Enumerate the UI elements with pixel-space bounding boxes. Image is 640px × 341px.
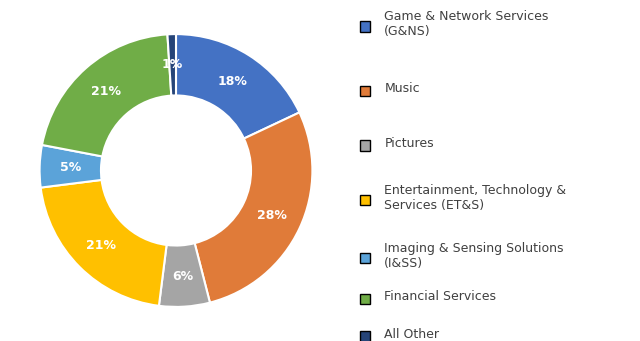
Wedge shape [176,34,300,138]
Text: 18%: 18% [218,75,248,88]
Wedge shape [195,113,312,302]
FancyBboxPatch shape [360,86,369,96]
Wedge shape [168,34,176,95]
Text: Music: Music [384,82,420,95]
Text: 21%: 21% [91,85,121,98]
Wedge shape [42,34,172,157]
Text: Financial Services: Financial Services [384,290,496,303]
Text: Game & Network Services
(G&NS): Game & Network Services (G&NS) [384,10,548,38]
Text: Imaging & Sensing Solutions
(I&SS): Imaging & Sensing Solutions (I&SS) [384,242,564,270]
FancyBboxPatch shape [360,195,369,205]
Text: 1%: 1% [162,58,183,71]
Text: Pictures: Pictures [384,137,434,150]
FancyBboxPatch shape [360,331,369,341]
FancyBboxPatch shape [360,294,369,304]
Text: 21%: 21% [86,239,116,252]
FancyBboxPatch shape [360,140,369,151]
Text: 5%: 5% [60,161,81,174]
Wedge shape [159,243,210,307]
FancyBboxPatch shape [360,21,369,31]
Text: Entertainment, Technology &
Services (ET&S): Entertainment, Technology & Services (ET… [384,184,566,212]
Text: 28%: 28% [257,209,287,222]
Text: All Other: All Other [384,328,439,341]
Text: 6%: 6% [172,269,193,282]
Wedge shape [40,145,102,188]
FancyBboxPatch shape [360,253,369,263]
Wedge shape [41,180,166,306]
